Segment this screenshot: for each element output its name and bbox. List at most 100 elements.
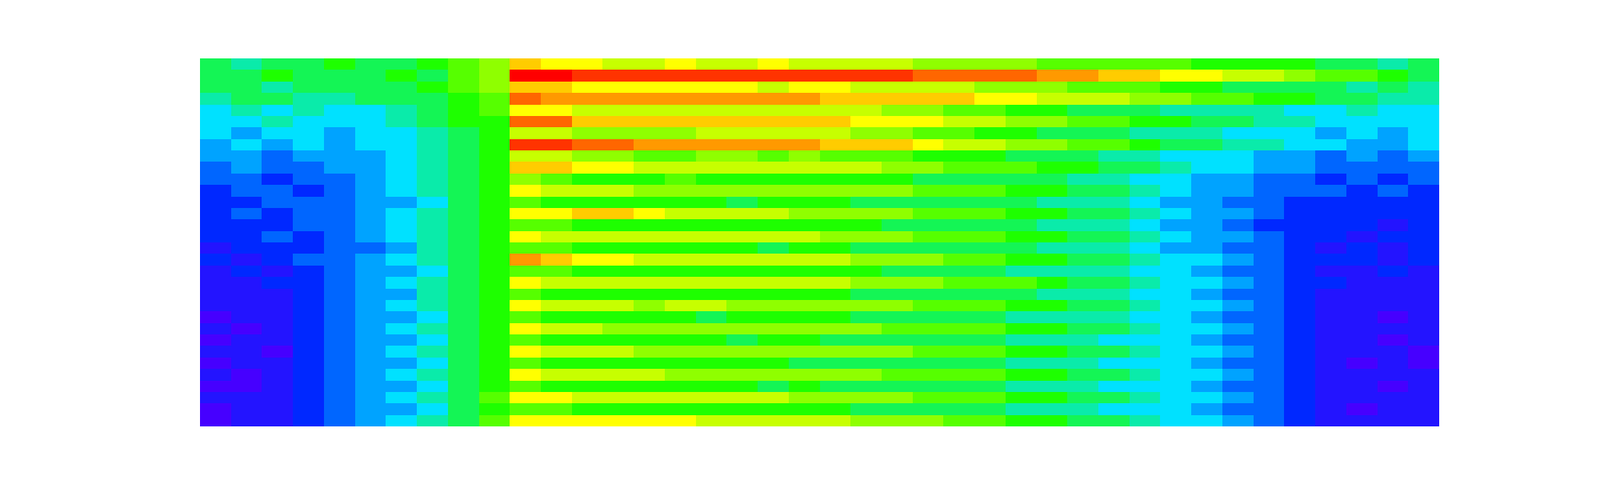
cell	[1222, 265, 1254, 278]
cell	[1160, 345, 1192, 358]
cell	[664, 139, 696, 152]
cell	[820, 415, 852, 427]
cell	[912, 231, 944, 244]
cell	[200, 368, 232, 381]
cell	[1253, 276, 1285, 289]
cell	[416, 104, 448, 117]
cell	[1222, 334, 1254, 347]
cell	[1067, 219, 1099, 232]
cell	[757, 345, 789, 358]
cell	[572, 127, 604, 140]
cell	[1346, 116, 1378, 128]
cell	[602, 116, 634, 128]
cell	[1036, 219, 1068, 232]
cell	[355, 116, 387, 128]
cell	[479, 288, 511, 301]
cell	[1222, 300, 1254, 312]
cell	[231, 184, 263, 197]
cell	[385, 334, 417, 347]
cell	[1160, 92, 1192, 105]
cell	[261, 139, 293, 152]
cell	[1222, 173, 1254, 186]
cell	[1408, 368, 1440, 381]
cell	[850, 81, 882, 94]
cell	[1067, 368, 1099, 381]
cell	[292, 265, 324, 278]
cell	[1160, 173, 1192, 186]
cell	[881, 288, 913, 301]
cell	[602, 242, 634, 255]
cell	[850, 161, 882, 174]
cell	[200, 276, 232, 289]
cell	[881, 345, 913, 358]
cell	[1005, 392, 1037, 404]
cell	[1315, 127, 1347, 140]
cell	[943, 161, 975, 174]
cell	[1160, 300, 1192, 312]
cell	[509, 184, 541, 197]
cell	[1129, 392, 1161, 404]
cell	[664, 415, 696, 427]
cell	[974, 231, 1006, 244]
cell	[1408, 334, 1440, 347]
cell	[881, 58, 913, 71]
cell	[1160, 150, 1192, 163]
cell	[261, 368, 293, 381]
cell	[1036, 276, 1068, 289]
cell	[912, 242, 944, 255]
cell	[1067, 150, 1099, 163]
cell	[881, 69, 913, 82]
cell	[385, 300, 417, 312]
cell	[850, 127, 882, 140]
cell	[788, 311, 820, 324]
cell	[912, 92, 944, 105]
cell	[355, 231, 387, 244]
cell	[416, 311, 448, 324]
cell	[292, 300, 324, 312]
cell	[1346, 92, 1378, 105]
cell	[1067, 116, 1099, 128]
cell	[1160, 276, 1192, 289]
cell	[820, 334, 852, 347]
cell	[912, 357, 944, 370]
cell	[788, 345, 820, 358]
cell	[602, 265, 634, 278]
cell	[1160, 265, 1192, 278]
cell	[602, 403, 634, 416]
cell	[355, 288, 387, 301]
cell	[696, 116, 728, 128]
cell	[850, 196, 882, 209]
cell	[850, 231, 882, 244]
cell	[974, 345, 1006, 358]
cell	[820, 69, 852, 82]
cell	[1346, 276, 1378, 289]
cell	[1408, 311, 1440, 324]
cell	[572, 242, 604, 255]
cell	[1346, 380, 1378, 393]
cell	[292, 368, 324, 381]
cell	[788, 334, 820, 347]
cell	[1129, 288, 1161, 301]
cell	[726, 116, 758, 128]
cell	[757, 323, 789, 336]
cell	[1284, 253, 1316, 266]
cell	[448, 242, 480, 255]
cell	[696, 161, 728, 174]
cell	[1377, 139, 1409, 152]
cell	[509, 253, 541, 266]
cell	[540, 253, 572, 266]
cell	[943, 139, 975, 152]
cell	[1191, 415, 1223, 427]
cell	[602, 357, 634, 370]
cell	[292, 415, 324, 427]
cell	[974, 127, 1006, 140]
cell	[231, 345, 263, 358]
cell	[1098, 219, 1130, 232]
cell	[261, 127, 293, 140]
cell	[1129, 139, 1161, 152]
cell	[664, 196, 696, 209]
cell	[572, 161, 604, 174]
cell	[448, 368, 480, 381]
cell	[1005, 139, 1037, 152]
cell	[479, 368, 511, 381]
